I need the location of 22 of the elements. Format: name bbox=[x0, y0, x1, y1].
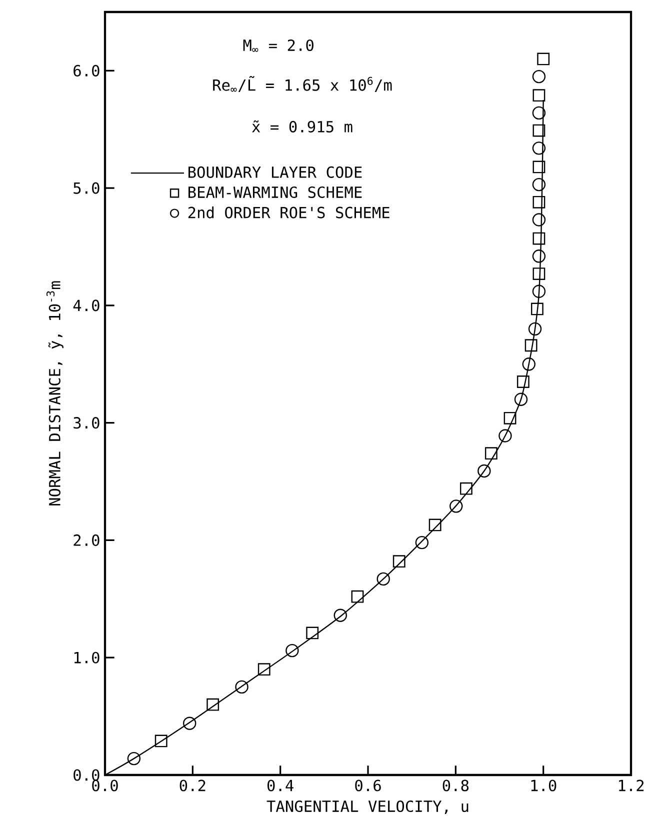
y-axis-title: NORMAL DISTANCE, ỹ, 10$^{-3}$m bbox=[46, 281, 64, 506]
y-tick-label: 5.0 bbox=[74, 182, 100, 194]
annotation: Re$_{∞}$/L̃ = 1.65 x 10$^{6}$/m bbox=[213, 76, 392, 92]
x-tick-label: 1.0 bbox=[531, 780, 556, 792]
annotation: x̃ = 0.915 m bbox=[252, 120, 352, 132]
x-axis-title: TANGENTIAL VELOCITY, u bbox=[266, 800, 468, 814]
y-tick-label: 4.0 bbox=[73, 300, 100, 312]
y-tick-label: 2.0 bbox=[74, 534, 100, 546]
x-tick-label: 0.2 bbox=[180, 780, 206, 792]
x-tick-label: 1.2 bbox=[619, 780, 644, 792]
y-tick-label: 0.0 bbox=[74, 769, 100, 781]
y-tick-label: 6.0 bbox=[74, 64, 100, 76]
legend-label: BEAM-WARMING SCHEME bbox=[188, 186, 362, 198]
x-tick-label: 0.4 bbox=[267, 780, 294, 792]
y-tick-label: 1.0 bbox=[74, 652, 100, 664]
legend-label: BOUNDARY LAYER CODE bbox=[188, 166, 362, 178]
legend-label: 2nd ORDER ROE'S SCHEME bbox=[188, 206, 390, 218]
x-tick-label: 0.6 bbox=[355, 780, 381, 792]
x-tick-label: 0.0 bbox=[92, 780, 118, 792]
annotation: M$_{∞}$ = 2.0 bbox=[243, 39, 314, 52]
x-tick-label: 0.8 bbox=[442, 780, 469, 792]
y-tick-label: 3.0 bbox=[74, 417, 100, 429]
